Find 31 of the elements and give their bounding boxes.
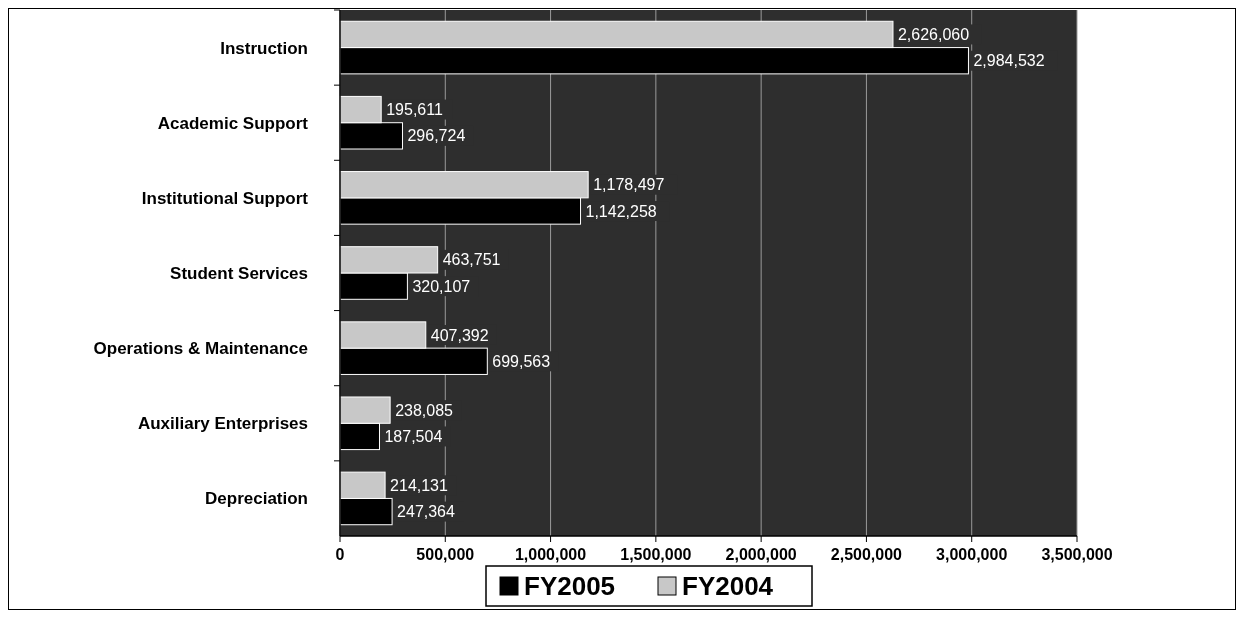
x-tick-label: 2,500,000 bbox=[830, 546, 903, 563]
data-label: 296,724 bbox=[407, 127, 466, 145]
data-label: 195,611 bbox=[386, 101, 443, 119]
legend-label: FY2004 bbox=[682, 571, 774, 602]
x-tick-label: 500,000 bbox=[416, 546, 475, 563]
data-label: 320,107 bbox=[412, 277, 471, 295]
y-tick-label: Academic Support bbox=[157, 113, 309, 133]
y-tick-label: Student Services bbox=[170, 263, 308, 283]
data-label: 2,984,532 bbox=[973, 52, 1045, 70]
y-tick-label: Auxiliary Enterprises bbox=[137, 414, 308, 434]
data-label: 699,563 bbox=[492, 352, 551, 370]
legend-label: FY2005 bbox=[524, 571, 616, 602]
x-tick-label: 2,000,000 bbox=[725, 546, 797, 563]
x-tick-label: 0 bbox=[335, 546, 345, 563]
data-label: 214,131 bbox=[390, 476, 449, 494]
x-tick-label: 3,000,000 bbox=[936, 546, 1008, 563]
y-tick-label: Instruction bbox=[220, 38, 308, 58]
data-label: 187,504 bbox=[384, 428, 443, 446]
data-label: 1,178,497 bbox=[593, 176, 665, 194]
y-tick-label: Institutional Support bbox=[141, 188, 309, 208]
x-tick-label: 1,500,000 bbox=[620, 546, 692, 563]
y-tick-label: Depreciation bbox=[205, 489, 308, 509]
data-label: 407,392 bbox=[430, 326, 489, 344]
data-label: 2,626,060 bbox=[897, 26, 970, 44]
x-tick-label: 1,000,000 bbox=[514, 546, 587, 563]
x-tick-label: 3,500,000 bbox=[1041, 546, 1113, 563]
data-label: 463,751 bbox=[442, 251, 501, 269]
data-label: 1,142,258 bbox=[585, 202, 657, 220]
data-label: 247,364 bbox=[397, 503, 456, 521]
y-tick-label: Operations & Maintenance bbox=[93, 339, 308, 359]
data-label: 238,085 bbox=[395, 401, 454, 419]
